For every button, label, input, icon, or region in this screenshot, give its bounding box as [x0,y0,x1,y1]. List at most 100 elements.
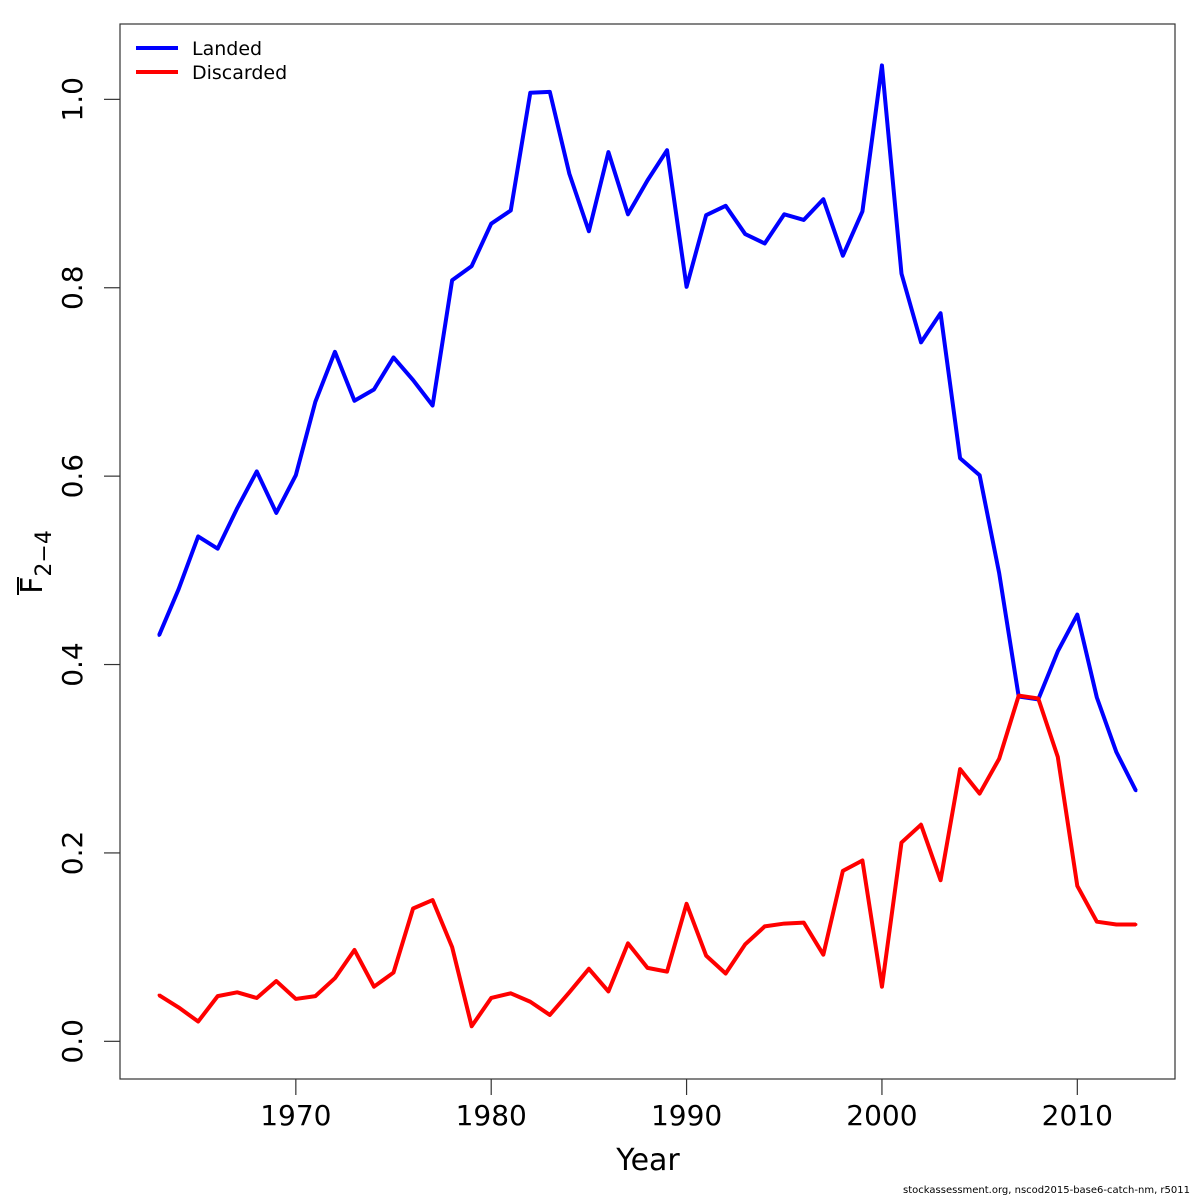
series-line-landed [157,63,1138,792]
data-point-landed-1974 [372,387,376,391]
x-tick-label-1980: 1980 [456,1099,527,1132]
data-point-landed-2012 [1114,750,1118,754]
data-point-discarded-2013 [1134,923,1138,927]
legend-label-landed: Landed [192,38,262,60]
data-point-discarded-2008 [1036,696,1040,700]
data-point-discarded-1993 [743,942,747,946]
data-point-discarded-2002 [919,823,923,827]
data-point-landed-1973 [352,399,356,403]
data-point-discarded-1988 [646,966,649,970]
x-tick-label-1970: 1970 [260,1099,331,1132]
legend: Landed Discarded [136,38,287,84]
data-point-landed-1999 [860,209,864,213]
data-point-discarded-1989 [665,970,669,974]
data-point-discarded-2003 [939,878,943,882]
data-point-landed-1986 [606,150,610,154]
data-point-landed-2000 [880,63,884,67]
data-point-landed-2004 [958,456,962,460]
data-point-discarded-1996 [802,921,806,925]
data-point-landed-1975 [392,355,396,359]
data-point-discarded-1983 [548,1013,552,1017]
data-point-landed-2001 [899,272,903,276]
y-tick-label-0.4: 0.4 [56,642,89,687]
y-tick-label-1.0: 1.0 [56,77,89,122]
data-point-landed-2013 [1134,789,1138,793]
data-point-discarded-1994 [763,924,767,928]
data-point-landed-1995 [782,212,786,216]
series-line-discarded [158,693,1136,1029]
data-point-discarded-1970 [294,997,298,1001]
data-point-discarded-2011 [1095,920,1099,924]
y-tick-label-0.0: 0.0 [56,1019,89,1064]
legend-label-discarded: Discarded [192,62,287,84]
data-point-discarded-1976 [411,907,415,911]
data-point-discarded-1975 [392,971,396,975]
data-point-discarded-1990 [685,902,689,906]
data-point-discarded-1981 [509,991,513,995]
data-point-discarded-1987 [626,941,630,945]
data-point-landed-1982 [528,91,532,95]
data-point-discarded-1968 [255,996,259,1000]
data-point-landed-1980 [489,222,493,226]
data-point-discarded-1972 [333,976,337,980]
data-point-landed-1978 [450,278,454,282]
y-axis-label-subscript: 2−4 [32,530,57,576]
data-point-discarded-2001 [899,841,903,845]
data-point-discarded-2007 [1017,694,1021,698]
data-point-landed-1964 [177,587,181,591]
data-point-landed-1983 [548,90,552,94]
data-point-discarded-2012 [1114,923,1118,927]
y-tick-label-0.2: 0.2 [56,831,89,876]
data-point-discarded-1999 [860,858,864,862]
data-point-discarded-1964 [177,1005,181,1009]
data-point-landed-1985 [587,229,591,233]
data-point-discarded-1997 [821,953,825,957]
data-point-landed-1988 [646,178,649,182]
data-point-landed-1990 [685,285,689,289]
data-point-discarded-1974 [372,985,376,989]
data-point-landed-1994 [763,241,767,245]
data-point-landed-2010 [1075,613,1079,617]
y-axis-label-main: F [15,577,50,594]
data-point-discarded-1966 [216,994,220,998]
svg-text:F2−4: F2−4 [15,530,57,594]
y-tick-label-0.6: 0.6 [56,454,89,499]
data-point-landed-1992 [724,204,728,208]
data-point-landed-1971 [313,400,317,404]
data-point-discarded-1973 [352,948,356,952]
data-point-landed-1965 [196,534,200,538]
data-point-discarded-1967 [235,990,239,994]
series-discarded [157,693,1138,1029]
data-point-discarded-1969 [274,979,278,983]
data-point-discarded-1979 [470,1024,474,1028]
data-point-landed-2011 [1095,696,1099,700]
data-point-landed-1998 [841,254,845,258]
x-tick-label-2000: 2000 [846,1099,917,1132]
data-point-landed-2005 [978,473,982,477]
data-point-landed-2003 [939,311,943,315]
series-landed [157,63,1138,793]
data-point-discarded-1963 [157,993,161,997]
data-point-landed-1987 [626,212,630,216]
data-point-landed-2006 [997,571,1001,575]
data-point-landed-1977 [431,403,435,407]
data-point-landed-1997 [821,197,825,201]
y-tick-label-0.8: 0.8 [56,265,89,310]
y-axis-label: F2−4 [15,530,57,595]
footer-credit: stockassessment.org, nscod2015-base6-cat… [903,1185,1190,1196]
data-point-discarded-1998 [841,869,845,873]
x-tick-label-2010: 2010 [1042,1099,1113,1132]
data-point-discarded-1986 [606,989,610,993]
data-point-discarded-2004 [958,767,962,771]
data-point-discarded-1971 [313,994,317,998]
data-point-landed-1970 [294,473,298,477]
data-point-discarded-2000 [880,985,884,989]
data-point-discarded-1980 [489,996,493,1000]
data-point-discarded-1985 [587,967,591,971]
data-point-landed-1993 [743,232,747,236]
data-point-landed-1991 [704,213,708,217]
data-point-discarded-2009 [1056,755,1060,759]
data-point-landed-1976 [411,378,415,382]
data-point-landed-1963 [157,633,161,637]
data-point-landed-1968 [255,469,259,473]
